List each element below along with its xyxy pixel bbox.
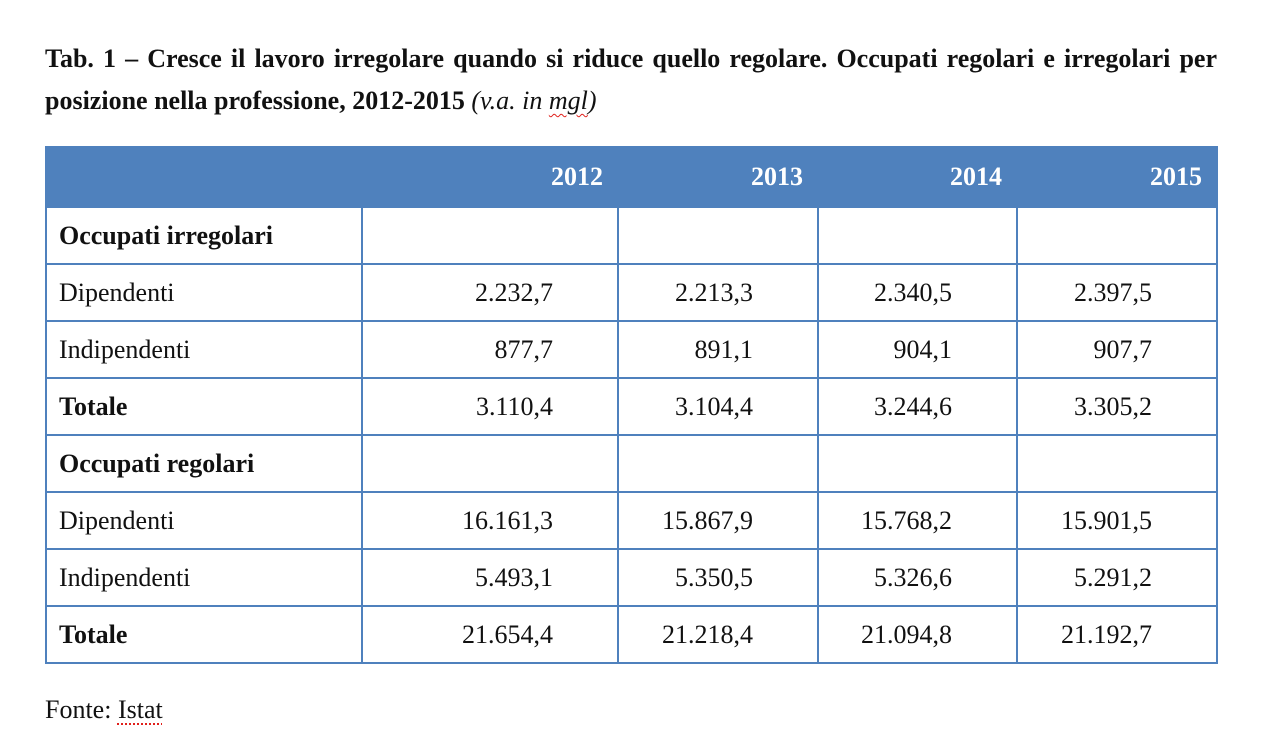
table-cell: 3.110,4 <box>361 377 619 436</box>
table-cell: 21.654,4 <box>361 605 619 664</box>
table-cell: 5.326,6 <box>817 548 1018 607</box>
table-cell: 5.291,2 <box>1016 548 1218 607</box>
table-cell: 3.305,2 <box>1016 377 1218 436</box>
table-cell <box>1016 206 1218 265</box>
caption-unit-word: mgl <box>548 86 588 115</box>
row-label: Indipendenti <box>45 548 363 607</box>
table-cell <box>817 206 1018 265</box>
table-cell: 16.161,3 <box>361 491 619 550</box>
table-row: Occupati regolari <box>45 434 1218 493</box>
employment-table: 2012 2013 2014 2015 Occupati irregolari … <box>45 146 1218 664</box>
caption-title: Tab. 1 – Cresce il lavoro irregolare qua… <box>45 44 1217 115</box>
table-cell: 5.493,1 <box>361 548 619 607</box>
table-cell <box>1016 434 1218 493</box>
table-cell: 15.901,5 <box>1016 491 1218 550</box>
table-cell: 904,1 <box>817 320 1018 379</box>
table-row: Dipendenti 16.161,3 15.867,9 15.768,2 15… <box>45 491 1218 550</box>
table-caption: Tab. 1 – Cresce il lavoro irregolare qua… <box>45 38 1217 122</box>
caption-unit-prefix: (v.a. in <box>471 86 549 115</box>
table-cell <box>617 206 819 265</box>
caption-unit-suffix: ) <box>587 86 597 115</box>
table-cell: 3.244,6 <box>817 377 1018 436</box>
row-label: Dipendenti <box>45 491 363 550</box>
source-note: Fonte: Istat <box>45 692 163 728</box>
header-cell-2015: 2015 <box>1016 146 1218 208</box>
header-cell-label <box>45 146 363 208</box>
table-cell: 21.192,7 <box>1016 605 1218 664</box>
table-row: Dipendenti 2.232,7 2.213,3 2.340,5 2.397… <box>45 263 1218 322</box>
table-cell: 891,1 <box>617 320 819 379</box>
header-cell-2014: 2014 <box>817 146 1018 208</box>
table-cell <box>361 434 619 493</box>
row-label: Occupati irregolari <box>45 206 363 265</box>
table-cell: 3.104,4 <box>617 377 819 436</box>
table-cell: 5.350,5 <box>617 548 819 607</box>
table-cell: 2.232,7 <box>361 263 619 322</box>
row-label: Dipendenti <box>45 263 363 322</box>
table-row: Indipendenti 5.493,1 5.350,5 5.326,6 5.2… <box>45 548 1218 607</box>
table-cell: 907,7 <box>1016 320 1218 379</box>
table-cell <box>817 434 1018 493</box>
table-cell: 2.213,3 <box>617 263 819 322</box>
caption-unit: (v.a. in mgl) <box>471 86 596 115</box>
header-cell-2013: 2013 <box>617 146 819 208</box>
table-cell: 15.768,2 <box>817 491 1018 550</box>
table-cell <box>361 206 619 265</box>
source-prefix: Fonte: <box>45 695 118 724</box>
table-cell: 21.218,4 <box>617 605 819 664</box>
table-cell: 15.867,9 <box>617 491 819 550</box>
row-label: Totale <box>45 377 363 436</box>
header-cell-2012: 2012 <box>361 146 619 208</box>
table-row: Occupati irregolari <box>45 206 1218 265</box>
table-row-total: Totale 21.654,4 21.218,4 21.094,8 21.192… <box>45 605 1218 664</box>
table-cell: 2.397,5 <box>1016 263 1218 322</box>
table-header-row: 2012 2013 2014 2015 <box>45 146 1218 208</box>
source-name: Istat <box>117 695 163 724</box>
table-cell: 877,7 <box>361 320 619 379</box>
table-cell: 2.340,5 <box>817 263 1018 322</box>
table-cell <box>617 434 819 493</box>
row-label: Totale <box>45 605 363 664</box>
table-row: Indipendenti 877,7 891,1 904,1 907,7 <box>45 320 1218 379</box>
table-cell: 21.094,8 <box>817 605 1018 664</box>
row-label: Indipendenti <box>45 320 363 379</box>
table-row-total: Totale 3.110,4 3.104,4 3.244,6 3.305,2 <box>45 377 1218 436</box>
row-label: Occupati regolari <box>45 434 363 493</box>
